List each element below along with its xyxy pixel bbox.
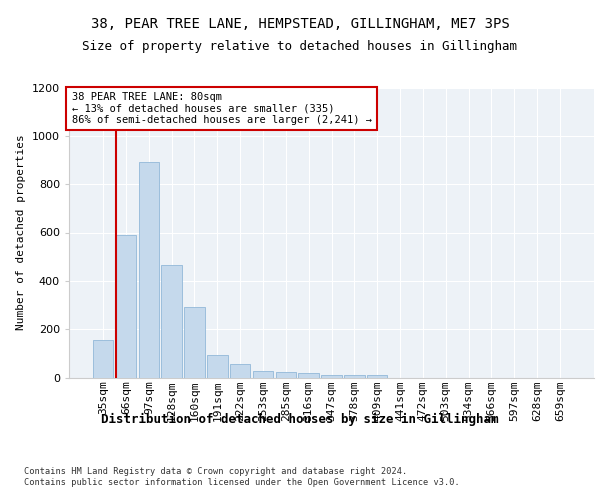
Text: Size of property relative to detached houses in Gillingham: Size of property relative to detached ho… — [83, 40, 517, 53]
Bar — [139, 162, 159, 378]
Bar — [116, 235, 136, 378]
Bar — [275, 372, 296, 378]
Bar — [367, 374, 388, 378]
Y-axis label: Number of detached properties: Number of detached properties — [16, 134, 26, 330]
Bar — [344, 374, 365, 378]
Bar — [298, 373, 319, 378]
Bar — [253, 370, 273, 378]
Text: 38 PEAR TREE LANE: 80sqm
← 13% of detached houses are smaller (335)
86% of semi-: 38 PEAR TREE LANE: 80sqm ← 13% of detach… — [71, 92, 371, 125]
Text: Distribution of detached houses by size in Gillingham: Distribution of detached houses by size … — [101, 412, 499, 426]
Bar — [161, 265, 182, 378]
Bar — [207, 354, 227, 378]
Bar — [184, 308, 205, 378]
Text: Contains HM Land Registry data © Crown copyright and database right 2024.
Contai: Contains HM Land Registry data © Crown c… — [24, 468, 460, 487]
Text: 38, PEAR TREE LANE, HEMPSTEAD, GILLINGHAM, ME7 3PS: 38, PEAR TREE LANE, HEMPSTEAD, GILLINGHA… — [91, 18, 509, 32]
Bar — [230, 364, 250, 378]
Bar — [93, 340, 113, 378]
Bar — [321, 374, 342, 378]
